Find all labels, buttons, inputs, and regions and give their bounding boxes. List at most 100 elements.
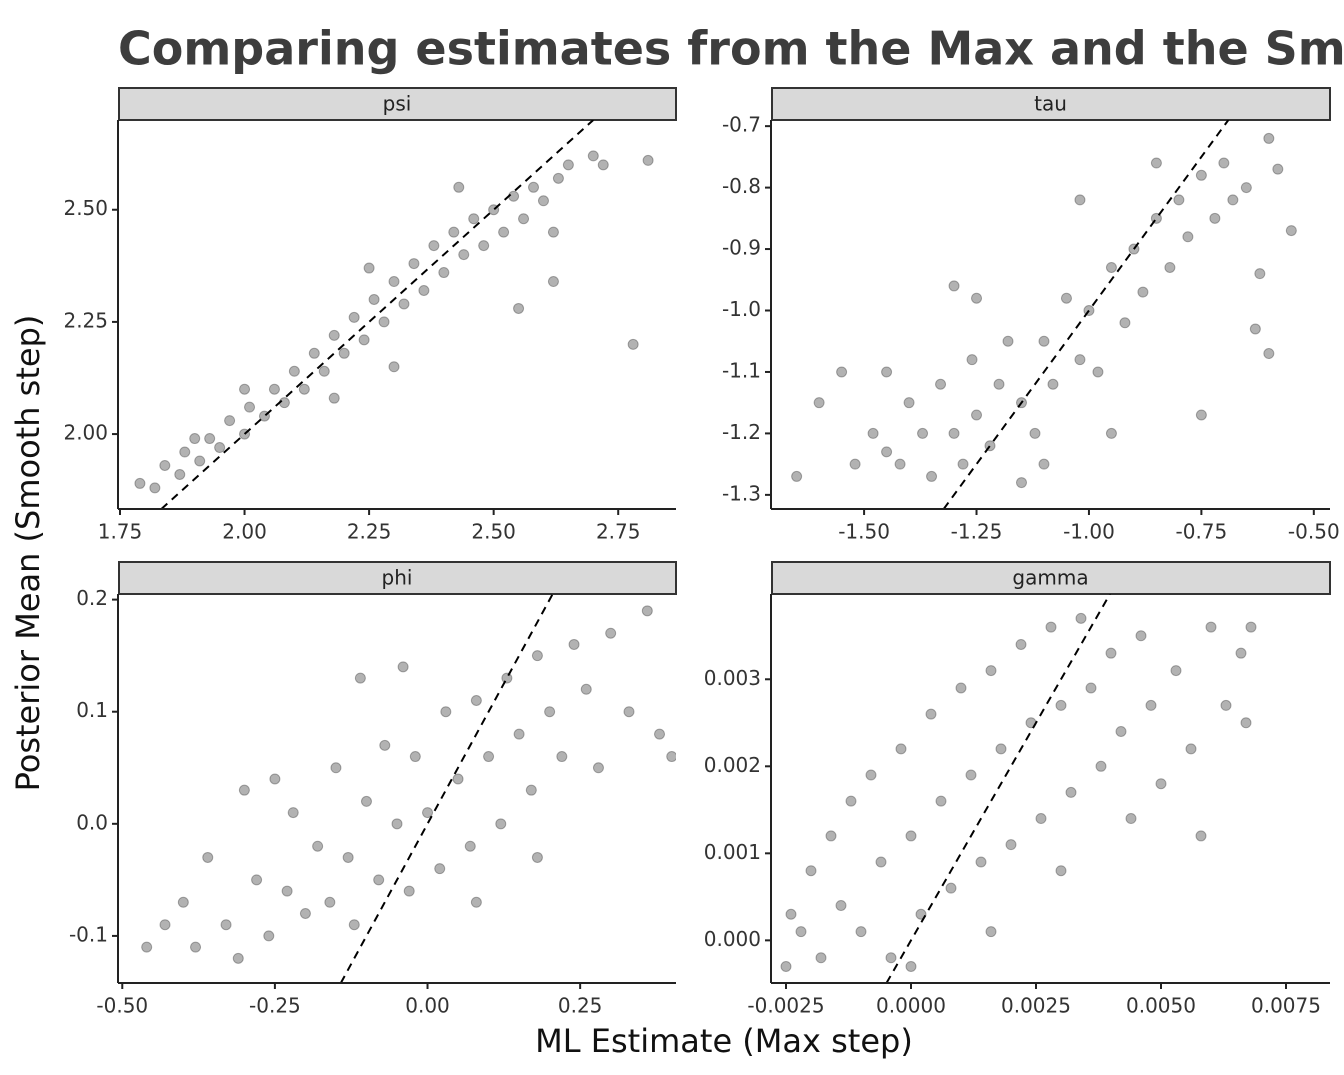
point xyxy=(1074,354,1086,366)
point xyxy=(338,347,350,359)
point xyxy=(795,926,807,938)
point xyxy=(1055,865,1067,877)
x-tick-label: -0.25 xyxy=(249,994,301,1018)
point xyxy=(1105,427,1117,439)
point xyxy=(263,930,275,942)
point xyxy=(1038,335,1050,347)
point xyxy=(501,672,513,684)
point xyxy=(1220,699,1232,711)
point xyxy=(885,952,897,964)
point xyxy=(1095,760,1107,772)
point xyxy=(945,882,957,894)
y-tick-label: -0.7 xyxy=(722,113,761,137)
point xyxy=(835,900,847,912)
panel xyxy=(791,120,1297,509)
point xyxy=(1227,194,1239,206)
point xyxy=(239,383,251,395)
point xyxy=(547,276,559,288)
point xyxy=(288,365,300,377)
point xyxy=(434,863,446,875)
y-tick-label: -1.1 xyxy=(722,358,761,382)
point xyxy=(905,960,917,972)
point xyxy=(836,366,848,378)
point xyxy=(498,226,510,238)
point xyxy=(1005,839,1017,851)
point xyxy=(1195,830,1207,842)
x-tick-label: -0.0025 xyxy=(747,994,824,1018)
point xyxy=(971,409,983,421)
point xyxy=(985,665,997,677)
point xyxy=(597,159,609,171)
point xyxy=(398,298,410,310)
point xyxy=(1047,378,1059,390)
point xyxy=(867,427,879,439)
point xyxy=(189,433,201,445)
point xyxy=(641,605,653,617)
y-tick-label: 2.50 xyxy=(63,196,108,220)
strip xyxy=(771,87,1331,121)
panel xyxy=(141,594,676,983)
point xyxy=(935,795,947,807)
x-tick-label: -0.50 xyxy=(1288,520,1340,544)
point xyxy=(544,706,556,718)
point xyxy=(815,952,827,964)
point xyxy=(308,347,320,359)
point xyxy=(1170,665,1182,677)
identity-line xyxy=(942,120,1230,509)
point xyxy=(654,728,666,740)
point xyxy=(379,739,391,751)
x-tick-label: 2.50 xyxy=(471,520,516,544)
x-tick-label: 1.75 xyxy=(98,520,143,544)
point xyxy=(642,154,654,166)
point xyxy=(957,458,969,470)
x-tick-label: 0.0000 xyxy=(876,994,946,1018)
point xyxy=(495,818,507,830)
point xyxy=(1125,813,1137,825)
point xyxy=(418,284,430,296)
point xyxy=(190,941,202,953)
point xyxy=(895,743,907,755)
point xyxy=(587,150,599,162)
point xyxy=(388,361,400,373)
point xyxy=(881,366,893,378)
point xyxy=(513,728,525,740)
point xyxy=(174,468,186,480)
point xyxy=(1150,157,1162,169)
point xyxy=(1209,212,1221,224)
point xyxy=(348,311,360,323)
point xyxy=(985,926,997,938)
x-tick-label: 0.0050 xyxy=(1126,994,1196,1018)
point xyxy=(269,773,281,785)
point xyxy=(1182,231,1194,243)
strip-label: psi xyxy=(383,92,412,116)
point xyxy=(391,818,403,830)
x-tick-label: 0.00 xyxy=(405,994,450,1018)
point xyxy=(448,226,460,238)
point xyxy=(562,159,574,171)
x-tick-label: 2.00 xyxy=(222,520,267,544)
point xyxy=(605,627,617,639)
point xyxy=(537,195,549,207)
point xyxy=(845,795,857,807)
point xyxy=(623,706,635,718)
point xyxy=(214,442,226,454)
point xyxy=(552,172,564,184)
point xyxy=(453,181,465,193)
panel xyxy=(780,594,1257,983)
point xyxy=(995,743,1007,755)
point xyxy=(666,751,676,763)
point xyxy=(1240,182,1252,194)
x-tick-label: -1.25 xyxy=(951,520,1003,544)
point xyxy=(1115,725,1127,737)
point xyxy=(238,784,250,796)
point xyxy=(825,830,837,842)
point xyxy=(1105,261,1117,273)
identity-line xyxy=(885,594,1111,983)
y-tick-label: 0.003 xyxy=(704,666,761,690)
point xyxy=(440,706,452,718)
y-tick-label: -1.0 xyxy=(722,297,761,321)
point xyxy=(1263,132,1275,144)
x-axis-label: ML Estimate (Max step) xyxy=(535,1022,913,1060)
point xyxy=(360,795,372,807)
point xyxy=(1245,621,1257,633)
